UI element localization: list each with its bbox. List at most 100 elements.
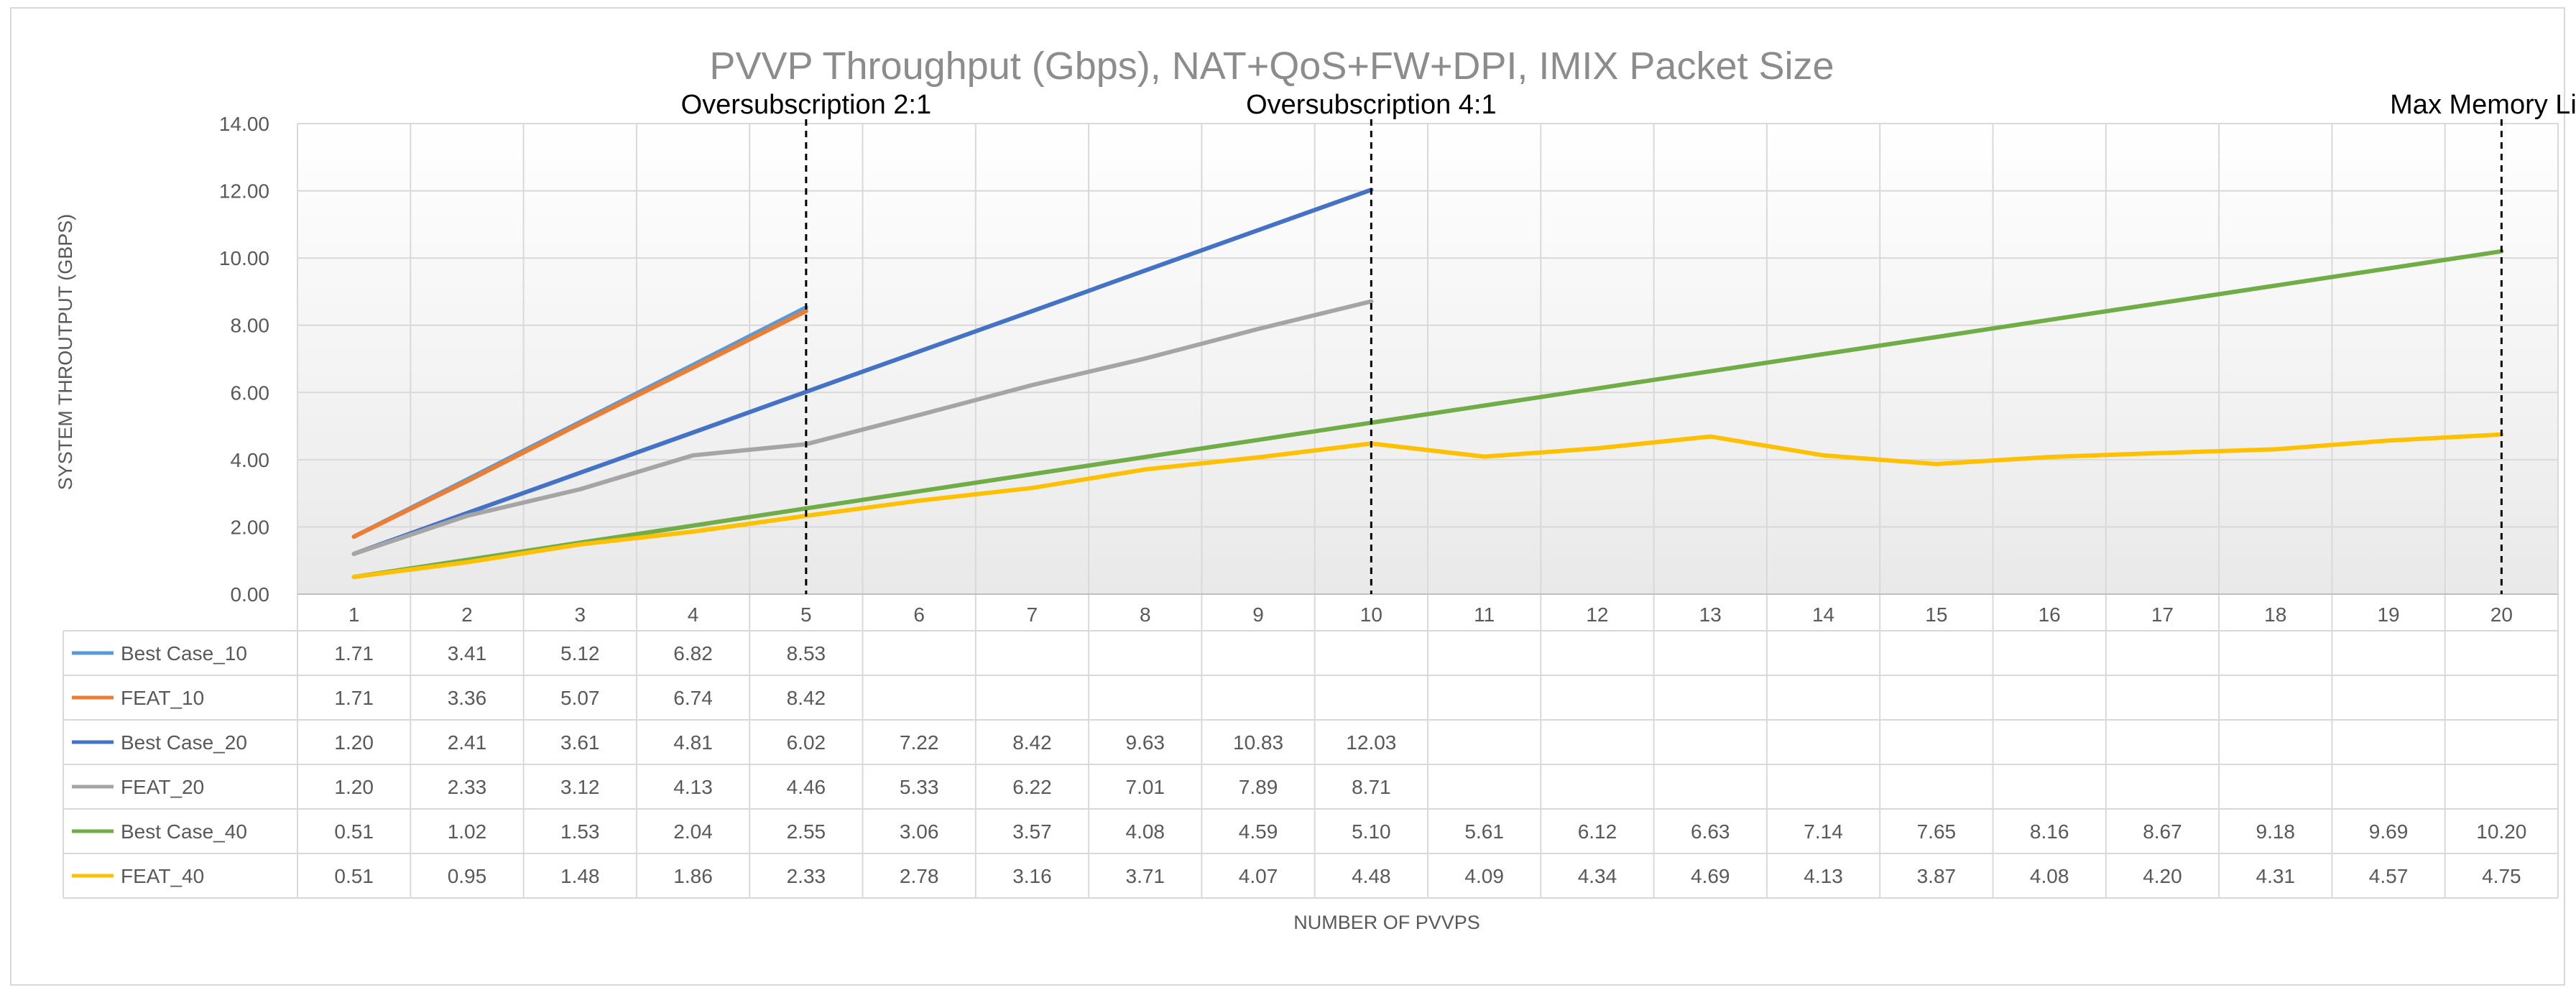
table-value: 7.01 (1126, 776, 1165, 798)
table-value: 8.71 (1352, 776, 1391, 798)
table-value: 0.51 (334, 820, 374, 843)
x-tick-label: 17 (2151, 603, 2174, 626)
annotation-label: Oversubscription 4:1 (1246, 90, 1497, 120)
table-value: 3.61 (560, 731, 600, 754)
table-value: 3.12 (560, 776, 600, 798)
table-value: 4.09 (1464, 865, 1504, 887)
y-axis-label: SYSTEM THROUTPUT (GBPS) (55, 214, 76, 491)
table-value: 6.02 (787, 731, 826, 754)
y-tick-label: 2.00 (231, 516, 270, 538)
x-axis-label: NUMBER OF PVVPS (1293, 912, 1480, 933)
table-value: 8.42 (1012, 731, 1052, 754)
table-value: 7.65 (1917, 820, 1957, 843)
table-value: 0.51 (334, 865, 374, 887)
table-value: 8.42 (787, 687, 826, 709)
x-tick-label: 12 (1586, 603, 1608, 626)
series-line (351, 249, 2504, 580)
table-value: 1.48 (560, 865, 600, 887)
x-tick-label: 9 (1252, 603, 1264, 626)
annotation-label: Max Memory Limit (2390, 90, 2576, 120)
series-line (351, 309, 808, 539)
table-value: 5.12 (560, 642, 600, 665)
x-tick-label: 20 (2490, 603, 2513, 626)
table-value: 4.13 (1804, 865, 1843, 887)
y-tick-label: 10.00 (219, 247, 269, 269)
table-value: 6.12 (1578, 820, 1617, 843)
x-tick-label: 3 (574, 603, 586, 626)
table-value: 5.61 (1464, 820, 1504, 843)
x-tick-label: 4 (688, 603, 699, 626)
table-value: 5.07 (560, 687, 600, 709)
x-tick-label: 15 (1925, 603, 1947, 626)
x-tick-label: 18 (2264, 603, 2286, 626)
table-value: 6.74 (673, 687, 713, 709)
table-value: 2.33 (448, 776, 487, 798)
table-value: 2.55 (787, 820, 826, 843)
y-tick-label: 12.00 (219, 180, 269, 203)
series-line (351, 299, 1374, 556)
table-value: 0.95 (448, 865, 487, 887)
table-value: 2.33 (787, 865, 826, 887)
y-tick-label: 0.00 (231, 583, 270, 606)
x-tick-label: 5 (800, 603, 812, 626)
table-value: 1.71 (334, 642, 374, 665)
table-value: 2.04 (673, 820, 713, 843)
table-value: 9.69 (2369, 820, 2409, 843)
table-value: 8.16 (2030, 820, 2069, 843)
table-value: 7.14 (1804, 820, 1843, 843)
table-value: 4.81 (673, 731, 713, 754)
table-value: 4.20 (2143, 865, 2182, 887)
table-value: 3.57 (1012, 820, 1052, 843)
table-value: 6.63 (1691, 820, 1730, 843)
table-value: 1.86 (673, 865, 713, 887)
legend-label: FEAT_40 (121, 865, 204, 887)
x-tick-label: 10 (1360, 603, 1382, 626)
x-tick-label: 7 (1027, 603, 1038, 626)
table-value: 7.89 (1239, 776, 1278, 798)
table-value: 4.48 (1352, 865, 1391, 887)
table-value: 3.71 (1126, 865, 1165, 887)
table-value: 4.07 (1239, 865, 1278, 887)
legend-label: FEAT_20 (121, 776, 204, 798)
table-value: 3.41 (448, 642, 487, 665)
x-tick-label: 19 (2377, 603, 2399, 626)
table-value: 4.57 (2369, 865, 2409, 887)
table-value: 3.36 (448, 687, 487, 709)
table-value: 4.34 (1578, 865, 1617, 887)
x-tick-label: 1 (348, 603, 360, 626)
x-tick-label: 13 (1699, 603, 1722, 626)
x-tick-label: 8 (1140, 603, 1151, 626)
table-value: 6.82 (673, 642, 713, 665)
legend-label: Best Case_40 (121, 820, 247, 843)
table-value: 9.63 (1126, 731, 1165, 754)
table-value: 8.67 (2143, 820, 2182, 843)
table-value: 1.20 (334, 731, 374, 754)
table-value: 10.20 (2476, 820, 2526, 843)
table-value: 4.13 (673, 776, 713, 798)
table-value: 1.53 (560, 820, 600, 843)
y-tick-label: 6.00 (231, 381, 270, 404)
table-value: 3.06 (900, 820, 939, 843)
y-tick-label: 4.00 (231, 449, 270, 471)
annotation-label: Oversubscription 2:1 (681, 90, 932, 120)
table-value: 2.78 (900, 865, 939, 887)
series-line (351, 188, 1374, 556)
table-value: 2.41 (448, 731, 487, 754)
table-value: 5.33 (900, 776, 939, 798)
table-value: 9.18 (2256, 820, 2296, 843)
y-tick-label: 8.00 (231, 315, 270, 337)
table-value: 1.71 (334, 687, 374, 709)
table-value: 8.53 (787, 642, 826, 665)
x-tick-label: 2 (461, 603, 473, 626)
x-tick-label: 14 (1812, 603, 1834, 626)
table-value: 4.08 (2030, 865, 2069, 887)
table-value: 4.31 (2256, 865, 2296, 887)
x-tick-label: 16 (2039, 603, 2061, 626)
chart-title: PVVP Throughput (Gbps), NAT+QoS+FW+DPI, … (709, 45, 1834, 88)
table-value: 4.69 (1691, 865, 1730, 887)
table-value: 4.75 (2482, 865, 2521, 887)
series-line (351, 432, 2504, 580)
table-value: 4.46 (787, 776, 826, 798)
table-value: 3.87 (1917, 865, 1957, 887)
table-value: 5.10 (1352, 820, 1391, 843)
